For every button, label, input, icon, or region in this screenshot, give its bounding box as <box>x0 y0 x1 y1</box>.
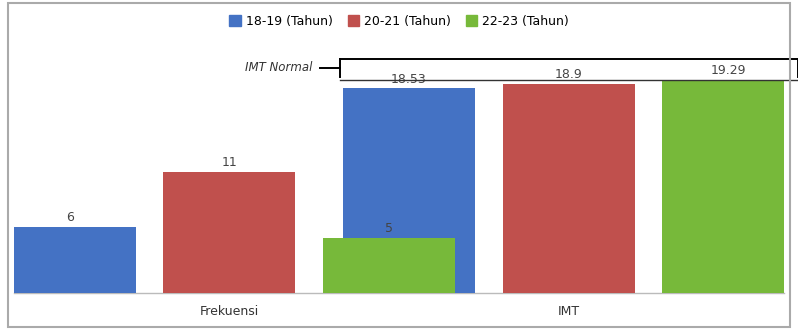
Text: 11: 11 <box>222 156 237 169</box>
Text: 18.53: 18.53 <box>391 73 427 85</box>
Bar <box>323 238 455 293</box>
Legend: 18-19 (Tahun), 20-21 (Tahun), 22-23 (Tahun): 18-19 (Tahun), 20-21 (Tahun), 22-23 (Tah… <box>227 12 571 30</box>
Bar <box>662 80 794 293</box>
Text: 18.9: 18.9 <box>555 68 583 82</box>
Bar <box>503 84 634 293</box>
Text: IMT Normal: IMT Normal <box>245 61 313 74</box>
Text: 6: 6 <box>66 211 73 224</box>
Bar <box>343 88 475 293</box>
Text: 5: 5 <box>385 222 393 235</box>
Bar <box>164 172 295 293</box>
Text: 19.29: 19.29 <box>710 64 746 77</box>
Bar <box>4 227 136 293</box>
